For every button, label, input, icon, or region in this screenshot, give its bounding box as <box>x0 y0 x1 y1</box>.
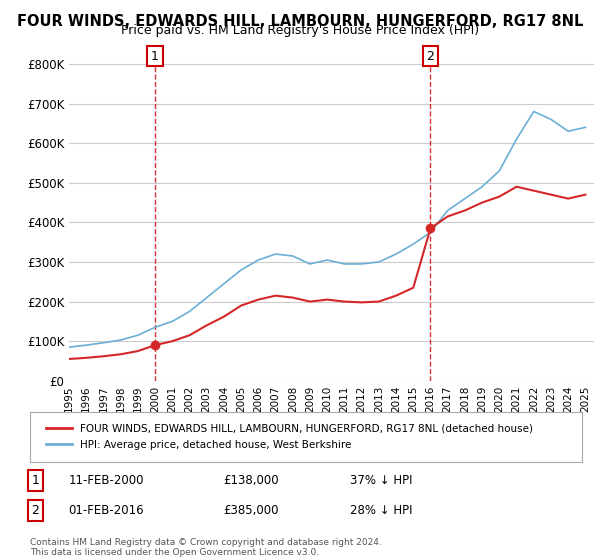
Text: 1: 1 <box>151 49 159 63</box>
Legend: FOUR WINDS, EDWARDS HILL, LAMBOURN, HUNGERFORD, RG17 8NL (detached house), HPI: : FOUR WINDS, EDWARDS HILL, LAMBOURN, HUNG… <box>41 418 539 455</box>
Text: 2: 2 <box>32 504 40 517</box>
Text: 1: 1 <box>32 474 40 487</box>
Text: FOUR WINDS, EDWARDS HILL, LAMBOURN, HUNGERFORD, RG17 8NL: FOUR WINDS, EDWARDS HILL, LAMBOURN, HUNG… <box>17 14 583 29</box>
Text: 28% ↓ HPI: 28% ↓ HPI <box>350 504 413 517</box>
Text: £138,000: £138,000 <box>223 474 279 487</box>
Text: 37% ↓ HPI: 37% ↓ HPI <box>350 474 413 487</box>
Text: 11-FEB-2000: 11-FEB-2000 <box>68 474 144 487</box>
Text: £385,000: £385,000 <box>223 504 278 517</box>
Text: Contains HM Land Registry data © Crown copyright and database right 2024.
This d: Contains HM Land Registry data © Crown c… <box>30 538 382 557</box>
Text: 01-FEB-2016: 01-FEB-2016 <box>68 504 144 517</box>
Text: Price paid vs. HM Land Registry's House Price Index (HPI): Price paid vs. HM Land Registry's House … <box>121 24 479 36</box>
Text: 2: 2 <box>427 49 434 63</box>
